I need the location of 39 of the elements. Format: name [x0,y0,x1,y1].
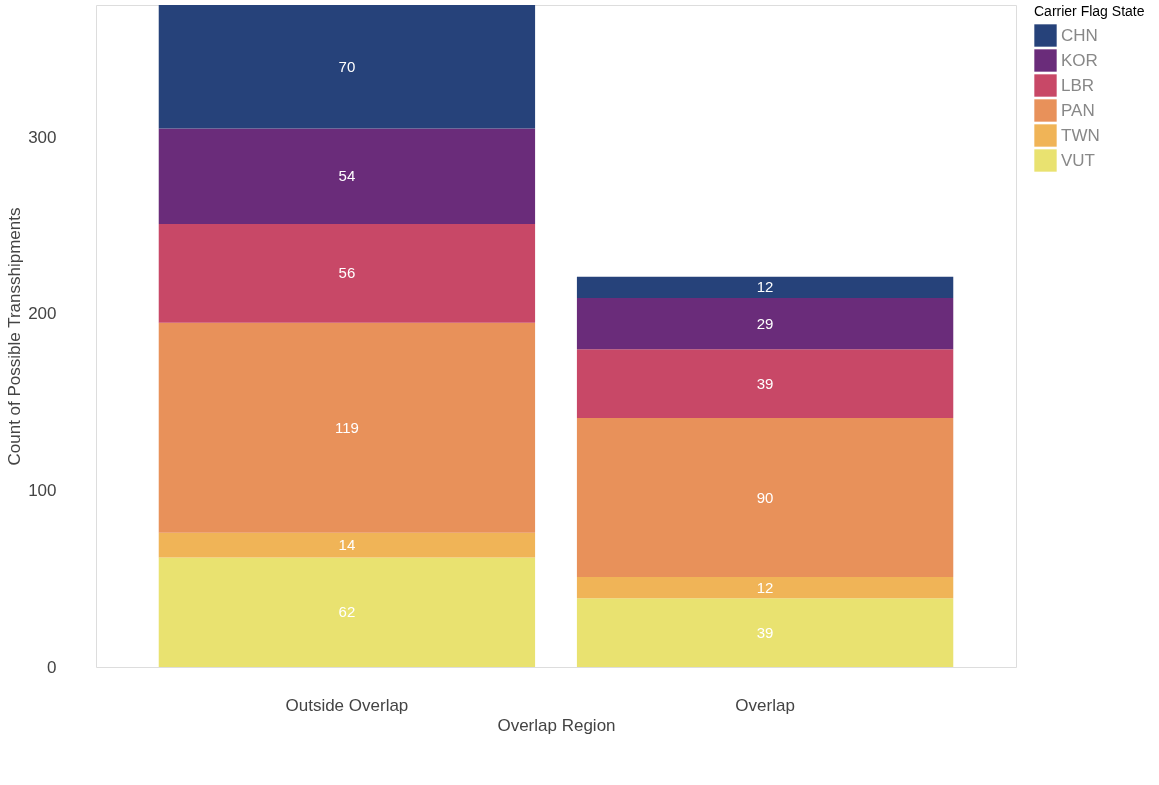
legend-label: VUT [1061,150,1095,170]
y-tick-label: 200 [28,304,57,324]
data-label: 90 [756,488,774,506]
data-label: 56 [338,264,356,282]
bar [576,349,954,419]
legend-label: TWN [1061,125,1100,145]
data-label: 54 [338,167,356,185]
x-axis-title: Overlap Region [497,715,616,735]
bar [158,128,536,224]
data-label: 119 [334,418,359,436]
legend-label: KOR [1061,50,1098,70]
data-label: 70 [338,57,356,75]
data-label: 62 [338,603,356,621]
bar [576,298,954,350]
bar [158,322,536,533]
legend-title: Carrier Flag State [1034,3,1145,19]
y-tick-label: 300 [28,127,57,147]
y-tick-label: 100 [28,480,57,500]
bar [158,5,536,129]
x-tick-label: Outside Overlap [285,695,409,715]
data-label: 39 [756,623,774,641]
legend-label: LBR [1061,75,1095,95]
bar [158,557,536,667]
bar [576,276,954,299]
bar [576,576,954,599]
bar [158,223,536,323]
data-label: 12 [756,278,774,296]
legend-label: CHN [1061,25,1098,45]
data-label: 14 [338,536,356,554]
bar [576,598,954,667]
legend-label: PAN [1061,100,1095,120]
data-label: 29 [756,314,774,332]
x-tick-label: Overlap [735,695,795,715]
y-tick-label: 0 [47,657,57,677]
y-axis-title: Count of Possible Transshipments [5,207,25,466]
data-label: 12 [756,578,774,596]
bar [576,418,954,577]
data-label: 39 [756,374,774,392]
bar [158,532,536,558]
